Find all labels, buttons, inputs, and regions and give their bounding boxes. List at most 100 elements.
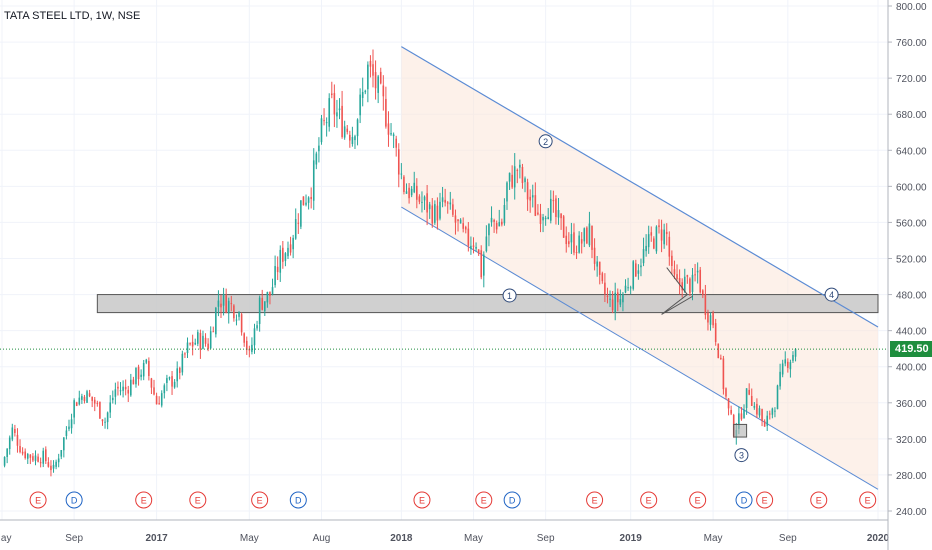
candle-body [57,458,60,463]
candle-body [714,323,717,342]
x-tick-label: 2020 [867,533,890,544]
candle-body [789,362,792,370]
x-tick-label: Aug [313,533,331,544]
candle-body [663,229,665,245]
candle-body [743,409,745,418]
candle-body [173,381,176,388]
wave-label-text: 3 [739,451,744,461]
candle-body [650,232,653,236]
candle-body [707,312,709,323]
candle-body [413,182,416,193]
candle-body [176,368,178,382]
candle-body [418,196,421,202]
candle-body [307,197,310,203]
candle-body [137,366,140,380]
candle-body [421,201,423,203]
candle-body [575,252,578,254]
support-zone [96,294,879,314]
candle-body [580,239,583,244]
earnings-marker [251,491,269,509]
earnings-marker [413,491,431,509]
candle-body [245,340,248,350]
candle-body [135,367,137,385]
candle-body [191,341,194,347]
candle-body [604,282,606,295]
candle-body [436,205,439,221]
candle-body [410,188,413,196]
candle-body [477,249,480,254]
x-tick-label: 2019 [620,533,643,544]
candle-body [771,408,774,415]
candle-body [529,196,531,201]
candle-body [635,263,637,277]
candle-body [562,216,565,238]
event-marker-text: E [762,496,768,506]
candle-body [8,437,11,450]
candle-body [47,462,50,467]
candle-body [379,71,382,84]
candle-body [284,253,287,261]
wave-label-text: 1 [507,291,512,301]
candle-body [65,430,68,436]
candle-body [578,235,580,253]
x-tick-label: 2017 [145,533,168,544]
candle-body [583,228,586,242]
candle-body [155,395,158,405]
candle-body [712,312,714,326]
candle-body [207,343,209,350]
candle-body [153,387,155,395]
candle-body [495,223,498,230]
candle-body [225,295,227,313]
candle-body [323,120,325,122]
wave-label-text: 2 [543,137,548,147]
candle-body [745,388,748,408]
candle-body [614,292,616,313]
earnings-marker [756,491,774,509]
candle-body [346,128,349,132]
candle-body [63,437,65,451]
candle-body [591,225,593,250]
candle-body [709,315,712,325]
earnings-marker [135,491,153,509]
candle-body [60,450,63,457]
event-marker-text: E [195,496,201,506]
candle-body [568,241,570,245]
wave-label-text: 4 [829,290,834,300]
candle-body [289,244,292,253]
candle-body [428,204,431,210]
candle-body [42,450,45,464]
candle-body [611,299,614,311]
earnings-marker [475,491,493,509]
candle-body [111,397,114,401]
event-marker-text: E [481,496,487,506]
candle-body [14,428,16,433]
candle-body [756,403,758,415]
candle-body [199,332,202,350]
x-tick-label: May [704,533,723,544]
candle-body [671,255,673,266]
candle-body [148,360,150,376]
candle-body [122,386,124,391]
candle-body [114,389,117,397]
channel-fill [401,46,878,490]
candle-body [330,93,333,95]
dividend-marker [735,491,753,509]
candle-body [163,385,166,394]
candle-body [439,201,441,219]
candle-body [140,374,142,377]
earnings-marker [640,491,658,509]
candle-body [374,72,377,89]
candle-body [570,234,573,243]
y-tick-label: 720.00 [896,74,927,85]
candle-body [32,456,34,461]
candle-body [738,413,740,429]
candle-body [271,287,274,295]
candle-body [220,303,222,308]
candle-body [364,90,367,93]
event-marker-text: D [741,496,748,506]
candle-body [624,285,627,293]
candle-body [519,164,521,168]
candle-body [78,397,81,405]
candle-body [521,167,524,183]
